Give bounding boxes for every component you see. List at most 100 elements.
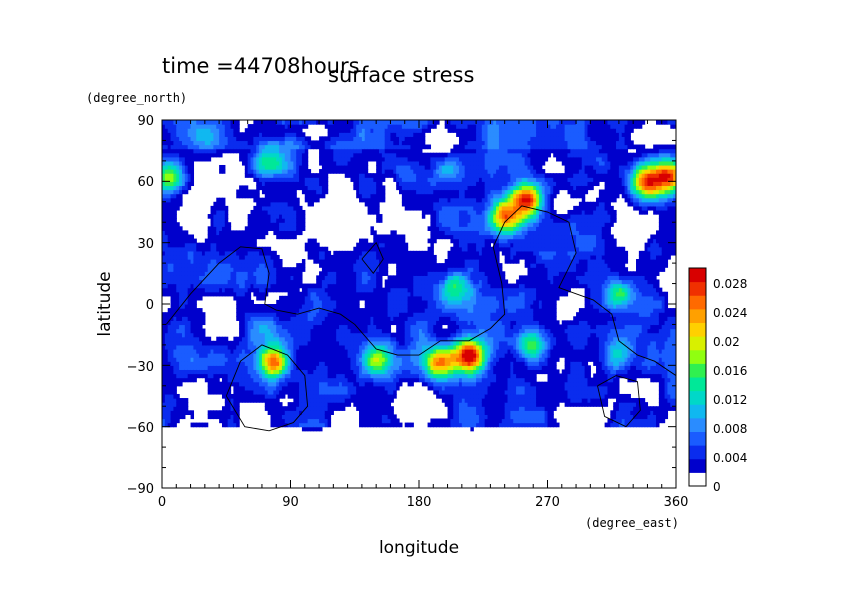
- field-cell: [296, 336, 300, 342]
- field-cell: [250, 234, 254, 240]
- field-cell: [290, 181, 294, 187]
- field-cell: [399, 246, 403, 252]
- field-cell: [324, 173, 329, 178]
- field-cell: [376, 381, 380, 387]
- field-cell: [301, 214, 306, 219]
- field-cell: [299, 336, 303, 342]
- field-cell: [264, 320, 269, 326]
- field-cell: [301, 332, 306, 338]
- field-cell: [370, 242, 374, 248]
- field-cell: [299, 177, 303, 182]
- field-cell: [393, 348, 397, 354]
- field-cell: [221, 128, 226, 133]
- field-cell: [239, 238, 243, 244]
- field-cell: [370, 308, 374, 313]
- field-cell: [379, 128, 383, 133]
- field-cell: [201, 357, 206, 362]
- field-cell: [167, 209, 172, 215]
- field-cell: [339, 373, 343, 379]
- field-cell: [273, 287, 277, 293]
- field-cell: [304, 177, 309, 182]
- field-cell: [316, 197, 320, 203]
- field-cell: [204, 365, 209, 371]
- field-cell: [250, 271, 254, 276]
- field-cell: [233, 373, 237, 379]
- field-cell: [176, 144, 180, 150]
- field-cell: [361, 193, 366, 199]
- field-cell: [361, 152, 366, 158]
- field-cell: [347, 275, 352, 281]
- field-cell: [167, 398, 172, 403]
- field-cell: [301, 152, 306, 158]
- field-cell: [310, 369, 314, 375]
- field-cell: [273, 254, 277, 260]
- field-cell: [207, 369, 212, 375]
- field-cell: [247, 291, 252, 297]
- field-cell: [359, 279, 363, 285]
- field-cell: [179, 398, 183, 403]
- field-cell: [341, 406, 346, 411]
- field-cell: [384, 283, 389, 289]
- field-cell: [284, 279, 289, 285]
- field-cell: [213, 389, 217, 395]
- field-cell: [376, 279, 380, 285]
- field-cell: [387, 136, 392, 142]
- field-cell: [399, 124, 403, 129]
- field-cell: [244, 398, 249, 403]
- field-cell: [316, 353, 320, 358]
- field-cell: [207, 283, 212, 289]
- field-cell: [287, 140, 292, 146]
- field-cell: [384, 173, 389, 178]
- field-cell: [199, 344, 203, 350]
- field-cell: [301, 295, 306, 301]
- field-cell: [287, 279, 292, 285]
- field-cell: [190, 242, 195, 248]
- field-cell: [319, 136, 323, 142]
- field-cell: [170, 393, 175, 399]
- field-cell: [384, 312, 389, 317]
- field-cell: [299, 267, 303, 272]
- field-cell: [404, 344, 409, 350]
- field-cell: [336, 402, 340, 407]
- field-cell: [390, 120, 394, 125]
- chart-title: surface stress: [328, 63, 474, 87]
- field-cell: [404, 336, 409, 342]
- field-cell: [370, 209, 374, 215]
- field-cell: [359, 357, 363, 362]
- field-cell: [176, 124, 180, 129]
- field-cell: [373, 328, 377, 334]
- field-cell: [284, 177, 289, 182]
- field-cell: [336, 357, 340, 362]
- field-cell: [167, 120, 172, 125]
- field-cell: [364, 373, 369, 379]
- field-cell: [247, 250, 252, 256]
- field-cell: [184, 287, 189, 293]
- field-cell: [224, 357, 229, 362]
- field-cell: [170, 414, 175, 420]
- field-cell: [290, 328, 294, 334]
- field-cell: [387, 422, 392, 428]
- field-cell: [213, 222, 217, 227]
- field-cell: [193, 304, 197, 309]
- field-cell: [321, 398, 326, 403]
- field-cell: [187, 185, 192, 191]
- field-cell: [244, 295, 249, 301]
- field-cell: [381, 320, 386, 326]
- field-cell: [310, 173, 314, 178]
- field-cell: [170, 332, 175, 338]
- field-cell: [376, 410, 380, 415]
- field-cell: [267, 267, 272, 272]
- field-cell: [164, 160, 169, 166]
- field-cell: [244, 283, 249, 289]
- field-cell: [279, 189, 283, 195]
- field-cell: [364, 136, 369, 142]
- field-cell: [401, 263, 406, 268]
- field-cell: [387, 246, 392, 252]
- field-cell: [336, 393, 340, 399]
- field-cell: [367, 250, 372, 256]
- field-cell: [267, 250, 272, 256]
- field-cell: [193, 283, 197, 289]
- field-cell: [401, 238, 406, 244]
- field-cell: [290, 312, 294, 317]
- field-cell: [393, 234, 397, 240]
